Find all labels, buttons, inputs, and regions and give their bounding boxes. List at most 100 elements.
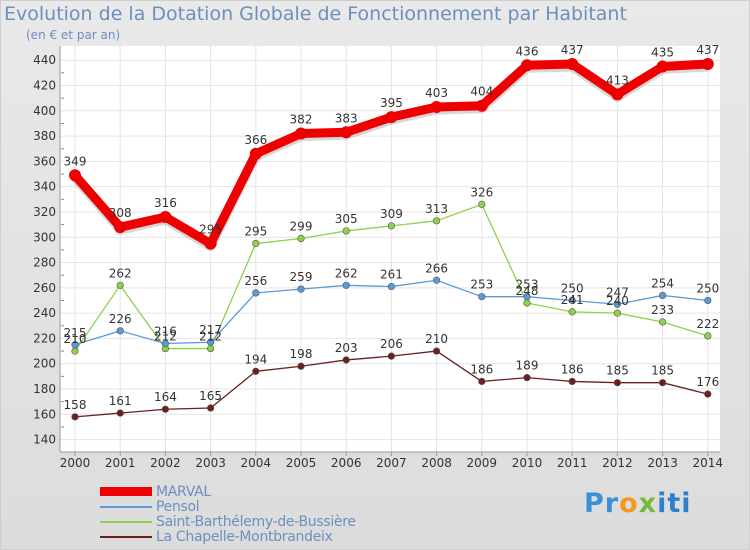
data-label: 383: [335, 111, 358, 125]
y-tick-label: 240: [33, 306, 56, 320]
legend-item: MARVAL: [100, 484, 356, 500]
data-label: 203: [335, 341, 358, 355]
x-tick-label: 2005: [286, 456, 317, 470]
data-label: 189: [516, 359, 539, 373]
data-label: 240: [606, 294, 629, 308]
data-label: 259: [290, 270, 313, 284]
data-point: [433, 217, 441, 225]
data-label: 256: [244, 274, 267, 288]
y-tick-label: 300: [33, 230, 56, 244]
legend-item: Pensol: [100, 499, 356, 515]
y-tick-label: 260: [33, 281, 56, 295]
legend-swatch: [100, 487, 152, 496]
data-label: 437: [696, 43, 719, 57]
data-label: 216: [154, 324, 177, 338]
data-label: 164: [154, 390, 177, 404]
data-point: [71, 347, 79, 355]
data-label: 326: [470, 185, 493, 199]
legend-label: Saint-Barthélemy-de-Bussière: [156, 513, 356, 530]
x-tick-label: 2004: [241, 456, 272, 470]
data-label: 194: [244, 352, 267, 366]
y-tick-label: 440: [33, 53, 56, 67]
y-tick-label: 420: [33, 78, 56, 92]
data-label: 349: [64, 154, 87, 168]
x-tick-label: 2012: [602, 456, 633, 470]
data-label: 295: [244, 225, 267, 239]
data-label: 185: [606, 364, 629, 378]
data-point: [521, 59, 533, 72]
data-label: 241: [561, 293, 584, 307]
data-point: [568, 377, 576, 386]
data-point: [475, 99, 488, 112]
data-label: 436: [516, 44, 539, 58]
data-label: 254: [651, 276, 674, 290]
y-tick-label: 400: [33, 104, 56, 118]
data-point: [159, 211, 172, 224]
data-point: [701, 57, 714, 70]
data-point: [342, 227, 350, 235]
x-tick-label: 2006: [331, 456, 362, 470]
data-point: [252, 367, 260, 375]
legend-item: Saint-Barthélemy-de-Bussière: [100, 513, 356, 530]
chart-title: Evolution de la Dotation Globale de Fonc…: [4, 3, 627, 25]
data-point: [385, 111, 398, 124]
x-tick-label: 2013: [647, 456, 678, 470]
legend-swatch: [100, 535, 152, 538]
data-point: [704, 296, 712, 305]
data-label: 262: [109, 266, 132, 280]
data-point: [69, 169, 81, 182]
data-point: [433, 276, 441, 284]
data-label: 403: [425, 86, 448, 100]
data-point: [249, 147, 262, 160]
data-point: [297, 362, 305, 370]
x-tick-label: 2003: [195, 456, 226, 470]
data-point: [658, 318, 667, 326]
data-point: [658, 379, 667, 387]
data-label: 206: [380, 337, 403, 351]
data-label: 210: [425, 332, 448, 346]
data-point: [207, 404, 215, 412]
data-label: 165: [199, 389, 222, 403]
data-point: [704, 390, 712, 398]
data-point: [252, 239, 260, 248]
legend-label: La Chapelle-Montbrandeix: [156, 528, 333, 545]
data-label: 250: [696, 281, 719, 295]
data-point: [342, 281, 350, 289]
data-label: 435: [651, 46, 674, 60]
data-label: 253: [516, 278, 539, 292]
data-point: [114, 221, 127, 234]
data-label: 186: [470, 362, 493, 376]
data-point: [252, 289, 260, 297]
data-point: [613, 309, 622, 317]
data-label: 305: [335, 212, 358, 226]
data-point: [387, 282, 396, 291]
logo-part: iti: [657, 488, 692, 519]
y-tick-label: 220: [33, 331, 56, 345]
x-tick-label: 2001: [105, 456, 136, 470]
data-label: 295: [199, 223, 222, 237]
data-label: 217: [199, 323, 222, 337]
data-point: [523, 374, 531, 382]
data-label: 313: [425, 202, 448, 216]
x-tick-label: 2014: [693, 456, 724, 470]
data-label: 382: [290, 113, 313, 127]
data-point: [568, 296, 576, 305]
proxiti-logo: Proxiti: [584, 488, 692, 519]
data-point: [387, 222, 396, 230]
data-point: [611, 88, 624, 101]
chart-legend: MARVAL Pensol Saint-Barthélemy-de-Bussière…: [100, 484, 356, 545]
data-label: 212: [199, 330, 222, 344]
data-label: 158: [64, 398, 87, 412]
data-label: 262: [335, 266, 358, 280]
legend-item: La Chapelle-Montbrandeix: [100, 528, 356, 545]
data-label: 250: [561, 281, 584, 295]
y-tick-label: 340: [33, 180, 56, 194]
data-point: [204, 237, 217, 250]
y-tick-label: 360: [33, 154, 56, 168]
data-point: [161, 339, 169, 348]
data-point: [295, 127, 307, 140]
data-label: 233: [651, 303, 674, 317]
data-label: 186: [561, 362, 584, 376]
data-point: [297, 285, 305, 293]
data-label: 161: [109, 394, 132, 408]
